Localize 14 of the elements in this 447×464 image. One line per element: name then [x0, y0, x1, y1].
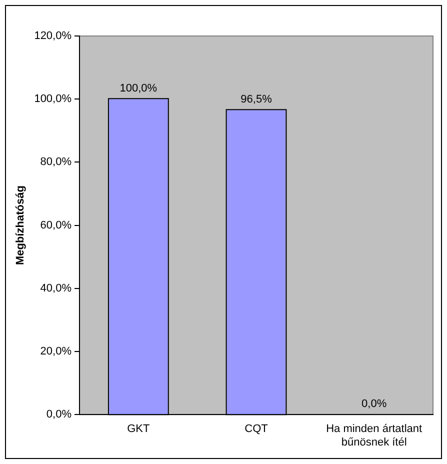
data-label: 96,5% — [240, 94, 272, 106]
data-label: 0,0% — [362, 398, 387, 410]
data-label: 100,0% — [120, 82, 158, 95]
y-tick-label: 100,0% — [34, 93, 72, 106]
y-tick-label: 20,0% — [40, 346, 72, 358]
y-axis-title: Megbízhatóság — [14, 186, 27, 266]
x-tick-label: GKT — [127, 423, 150, 436]
y-tick-label: 80,0% — [40, 156, 72, 168]
x-tick-label: Ha minden ártatlant bűnösnek ítél — [326, 423, 422, 448]
y-tick-label: 60,0% — [40, 219, 72, 232]
y-tick-label: 40,0% — [40, 282, 72, 294]
x-tick-label: CQT — [244, 423, 268, 436]
y-tick-label: 120,0% — [34, 30, 72, 42]
y-tick-label: 0,0% — [46, 408, 72, 421]
